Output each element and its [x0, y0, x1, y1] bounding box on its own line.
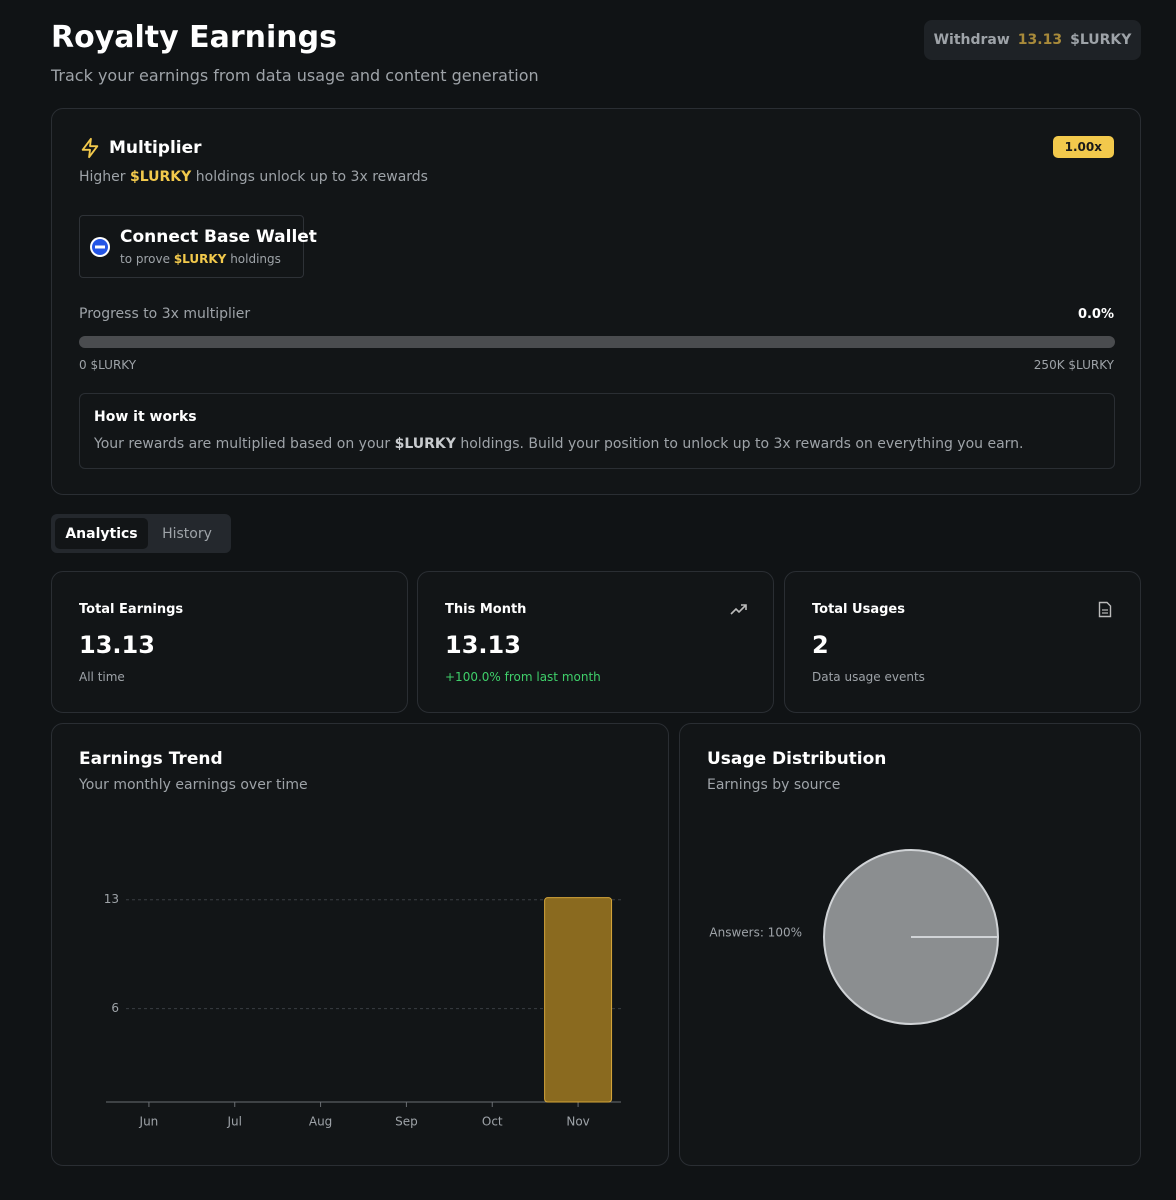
withdraw-unit: $LURKY: [1070, 32, 1132, 48]
multiplier-desc: Higher $LURKY holdings unlock up to 3x r…: [79, 169, 428, 185]
how-box: How it works Your rewards are multiplied…: [79, 393, 1115, 469]
withdraw-label: Withdraw: [933, 32, 1010, 48]
x-tick-label: Sep: [395, 1115, 418, 1129]
how-title: How it works: [94, 409, 197, 425]
progress-max: 250K $LURKY: [1033, 358, 1114, 372]
desc-after: holdings unlock up to 3x rewards: [195, 169, 428, 185]
stat-value: 2: [812, 631, 829, 659]
progress-label: Progress to 3x multiplier: [79, 306, 251, 322]
chart-title: Earnings Trend: [79, 749, 223, 769]
page-subtitle: Track your earnings from data usage and …: [51, 66, 539, 85]
desc-before: Higher: [79, 169, 126, 185]
chart-title: Usage Distribution: [707, 749, 887, 769]
wallet-token: $LURKY: [173, 252, 227, 266]
x-tick-label: Jun: [139, 1115, 159, 1129]
stat-label: Total Usages: [812, 602, 905, 617]
how-text: Your rewards are multiplied based on you…: [94, 436, 1024, 452]
slice-label: Answers: 100%: [709, 926, 802, 940]
wallet-sub-after: holdings: [230, 252, 281, 266]
page-title: Royalty Earnings: [51, 20, 337, 55]
y-tick-label: 13: [104, 892, 119, 906]
stat-note: All time: [79, 670, 125, 684]
stat-note: +100.0% from last month: [445, 670, 601, 684]
wallet-title: Connect Base Wallet: [120, 227, 317, 247]
tab-history[interactable]: History: [162, 525, 212, 542]
chart-subtitle: Earnings by source: [707, 777, 841, 793]
desc-token: $LURKY: [130, 169, 192, 185]
withdraw-button[interactable]: Withdraw 13.13 $LURKY: [924, 20, 1141, 60]
stat-value: 13.13: [445, 631, 521, 659]
x-tick-label: Nov: [566, 1115, 589, 1129]
trend-icon: [730, 604, 747, 615]
how-after: holdings. Build your position to unlock …: [460, 436, 1024, 452]
y-tick-label: 6: [111, 1001, 119, 1015]
trend-card: Earnings Trend Your monthly earnings ove…: [51, 723, 669, 1166]
distribution-card: Usage Distribution Earnings by source An…: [679, 723, 1141, 1166]
stat-card: Total Earnings 13.13 All time: [51, 571, 408, 713]
base-icon: [90, 237, 110, 257]
chart-subtitle: Your monthly earnings over time: [79, 777, 308, 793]
stat-label: This Month: [445, 602, 527, 617]
bar-chart: 6 13 Jun Jul Aug Sep Oct Nov: [104, 892, 621, 1129]
stat-value: 13.13: [79, 631, 155, 659]
stat-label: Total Earnings: [79, 602, 184, 617]
wallet-sub-before: to prove: [120, 252, 170, 266]
multiplier-card: Multiplier 1.00x Higher $LURKY holdings …: [51, 108, 1141, 495]
stat-card: Total Usages 2 Data usage events: [784, 571, 1141, 713]
wallet-sub: to prove $LURKY holdings: [120, 252, 281, 266]
x-tick-label: Aug: [309, 1115, 332, 1129]
tabs: Analytics History: [51, 514, 231, 553]
x-tick-label: Oct: [482, 1115, 503, 1129]
how-token: $LURKY: [394, 436, 456, 452]
multiplier-title: Multiplier: [109, 138, 202, 158]
doc-icon: [1098, 601, 1112, 618]
stat-card: This Month 13.13 +100.0% from last month: [417, 571, 774, 713]
connect-wallet-button[interactable]: Connect Base Wallet to prove $LURKY hold…: [79, 215, 317, 278]
multiplier-badge: 1.00x: [1052, 136, 1114, 158]
progress-percent: 0.0%: [1077, 307, 1114, 322]
lightning-icon: [81, 137, 99, 159]
x-tick-label: Jul: [227, 1115, 242, 1129]
stat-note: Data usage events: [812, 670, 925, 684]
progress-track: [79, 336, 1115, 348]
tab-analytics[interactable]: Analytics: [55, 518, 148, 549]
pie-chart: Answers: 100%: [709, 849, 1000, 1025]
progress-min: 0 $LURKY: [79, 358, 137, 372]
bar: [544, 897, 613, 1103]
how-before: Your rewards are multiplied based on you…: [94, 436, 391, 452]
withdraw-amount: 13.13: [1017, 32, 1063, 48]
